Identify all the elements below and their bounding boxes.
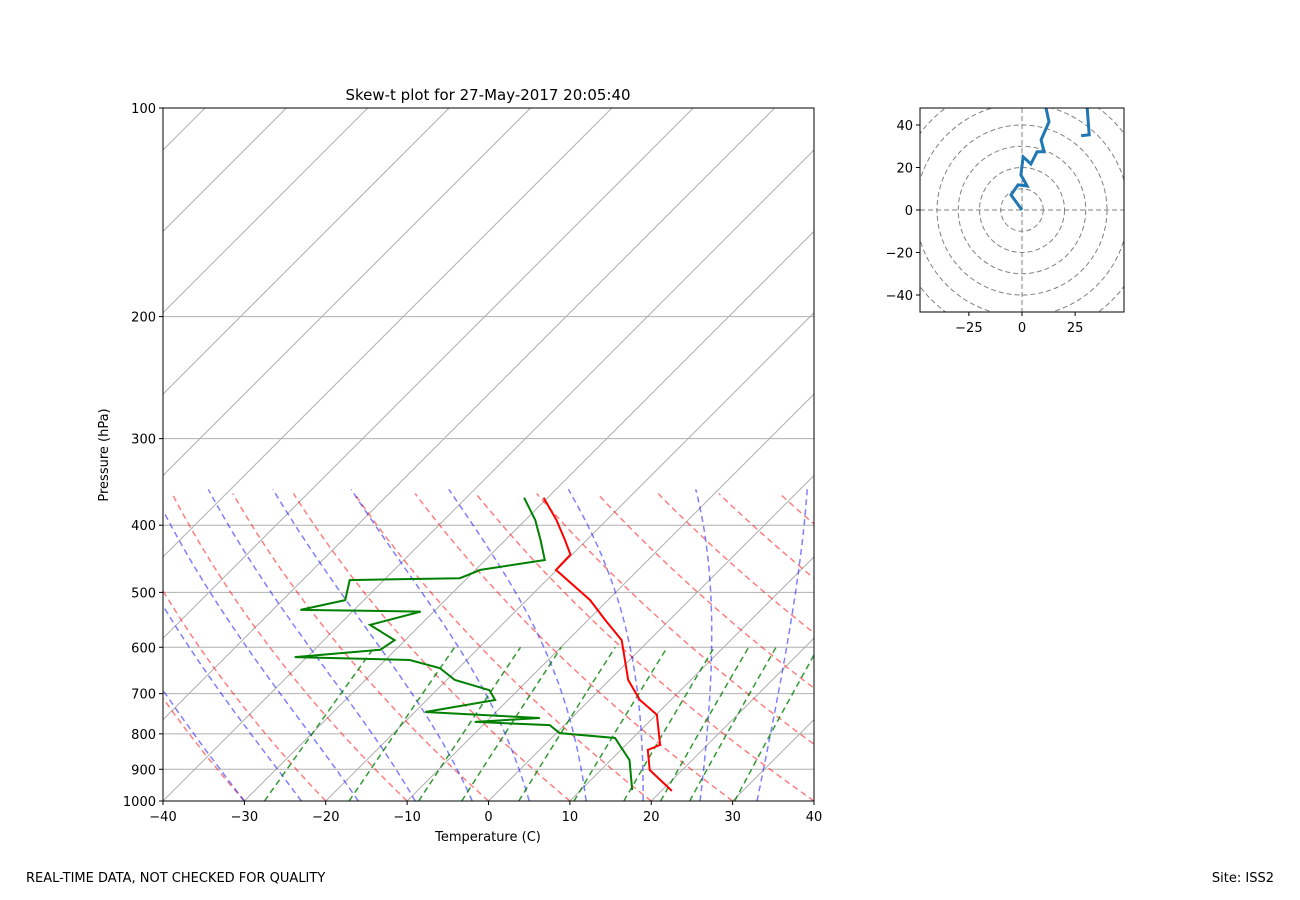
y-tick-label: 900 <box>131 763 156 778</box>
moist-adiabat <box>163 604 302 801</box>
mixing-ratio-line <box>518 646 616 801</box>
y-tick-label: 200 <box>131 311 156 326</box>
x-tick-label: 10 <box>562 810 579 825</box>
y-tick-label: 1000 <box>123 795 156 810</box>
moist-adiabat <box>448 488 587 801</box>
isotherm <box>569 556 814 801</box>
dry-adiabat <box>292 493 571 801</box>
dry-adiabat <box>353 493 652 801</box>
x-tick-label: −10 <box>393 810 420 825</box>
y-tick-label: 300 <box>131 433 156 448</box>
mixing-ratio-line <box>659 646 750 801</box>
isotherm <box>650 637 814 801</box>
mixing-ratio-line <box>418 646 522 801</box>
mixing-ratio-line <box>689 646 777 801</box>
x-tick-label: 0 <box>484 810 492 825</box>
y-tick-label: 400 <box>131 519 156 534</box>
dry-adiabat <box>232 493 489 801</box>
y-tick-label: 600 <box>131 641 156 656</box>
hodograph-line <box>1009 108 1091 211</box>
y-tick-label: 100 <box>131 102 156 117</box>
y-tick-label: 0 <box>905 204 913 219</box>
moist-adiabat <box>207 488 416 801</box>
mixing-ratio-line <box>734 653 814 801</box>
isotherm <box>163 149 814 801</box>
y-tick-label: 500 <box>131 586 156 601</box>
moist-adiabat <box>756 489 808 801</box>
isotherm <box>325 312 814 801</box>
x-tick-label: 30 <box>724 810 741 825</box>
hodograph-plot <box>920 108 1124 312</box>
moist-adiabat <box>694 489 713 801</box>
isotherm <box>163 108 613 558</box>
x-tick-label: −25 <box>955 321 982 336</box>
isotherm <box>163 108 775 721</box>
x-tick-label: −20 <box>312 810 339 825</box>
x-tick-label: −30 <box>231 810 258 825</box>
dry-adiabat <box>163 696 245 801</box>
y-tick-label: 700 <box>131 688 156 703</box>
mixing-ratio-line <box>623 646 715 801</box>
mixing-ratio-line <box>573 646 668 801</box>
x-axis-label: Temperature (C) <box>434 830 541 845</box>
dry-adiabat <box>596 492 814 690</box>
dry-adiabat <box>475 493 814 801</box>
footer-left: REAL-TIME DATA, NOT CHECKED FOR QUALITY <box>26 871 325 886</box>
x-tick-label: 20 <box>643 810 660 825</box>
y-tick-label: 20 <box>896 162 913 177</box>
mixing-ratio-line <box>461 646 562 801</box>
isotherm <box>163 108 531 477</box>
moist-adiabat <box>163 508 359 801</box>
x-tick-label: 25 <box>1067 321 1084 336</box>
x-tick-label: 0 <box>1018 321 1026 336</box>
skewt-plot <box>163 108 814 801</box>
dry-adiabat <box>657 492 814 634</box>
footer-right: Site: ISS2 <box>1212 871 1274 886</box>
moist-adiabat <box>567 488 644 801</box>
profile-line <box>542 497 673 792</box>
hodograph-axes: −25 0 25 −40 −20 0 20 40 <box>886 107 1125 336</box>
y-tick-label: 800 <box>131 728 156 743</box>
moist-adiabat <box>272 488 473 801</box>
dry-adiabat <box>163 589 327 801</box>
moist-adiabat <box>350 488 530 801</box>
isotherm <box>163 108 450 395</box>
plot-frame <box>162 107 815 802</box>
chart-title: Skew-t plot for 27-May-2017 20:05:40 <box>345 86 630 104</box>
profile-line <box>294 497 634 791</box>
x-tick-label: −40 <box>149 810 176 825</box>
isotherm <box>406 393 814 801</box>
moist-adiabat <box>163 688 245 801</box>
y-axis-label: Pressure (hPa) <box>97 408 112 501</box>
isotherm <box>244 230 814 801</box>
mixing-ratio-line <box>348 646 456 801</box>
dry-adiabat <box>414 493 734 801</box>
isotherm <box>163 108 694 639</box>
y-tick-label: −40 <box>886 289 913 304</box>
isotherm <box>488 474 814 801</box>
isotherm <box>163 108 369 314</box>
range-ring <box>957 145 1087 275</box>
y-tick-label: −20 <box>886 247 913 262</box>
plot-frame <box>919 107 1125 313</box>
isotherm <box>163 108 287 233</box>
y-tick-label: 40 <box>896 119 913 134</box>
x-tick-label: 40 <box>806 810 823 825</box>
dry-adiabat <box>718 492 814 580</box>
mixing-ratio-line <box>263 646 375 801</box>
